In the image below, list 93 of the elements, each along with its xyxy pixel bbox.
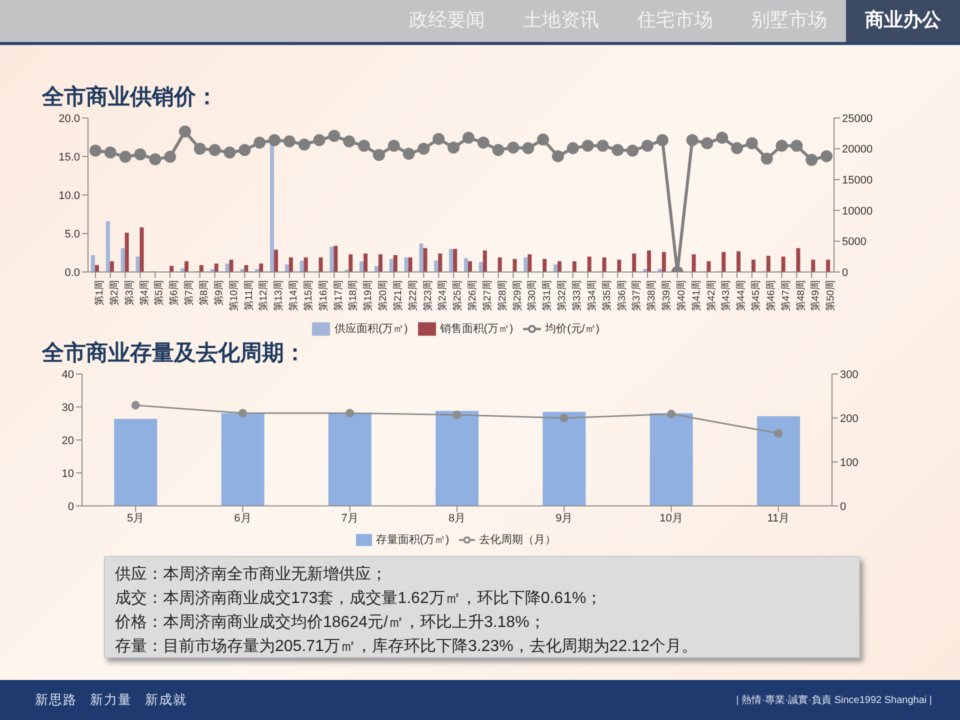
x-tick-label: 第22周	[406, 280, 419, 312]
x-tick-label: 第26周	[466, 280, 479, 312]
x-tick-label: 第21周	[392, 280, 404, 312]
y2-tick-label: 5000	[842, 236, 866, 248]
x-tick-label: 第29周	[511, 280, 524, 312]
x-tick-label: 第12周	[258, 280, 270, 312]
x-tick-label: 第28周	[496, 280, 508, 312]
x-tick-label: 第43周	[720, 280, 732, 312]
x-tick-label: 第2周	[108, 280, 120, 306]
x-tick-label: 第27周	[481, 280, 494, 312]
x-tick-label: 第47周	[780, 280, 792, 312]
x-tick-label: 第16周	[317, 280, 330, 312]
x-tick-label: 第37周	[630, 280, 643, 312]
y-tick-label: 20.0	[58, 112, 80, 125]
y-tick-label: 40	[62, 368, 74, 381]
x-tick-label: 第33周	[571, 280, 583, 312]
x-tick-label: 第9周	[212, 280, 225, 306]
x-tick-label: 第1周	[94, 280, 106, 306]
x-tick-label: 11月	[767, 512, 790, 525]
x-tick-label: 10月	[660, 512, 683, 525]
legend-label: 均价(元/㎡)	[545, 322, 600, 335]
x-tick-label: 第4周	[138, 280, 150, 306]
x-tick-label: 第11周	[242, 280, 255, 310]
x-tick-label: 第15周	[302, 280, 314, 312]
y-tick-label: 10	[62, 468, 74, 480]
x-tick-label: 第44周	[735, 280, 748, 312]
text: | 熱情·專業·誠實·負責 Since1992 Shanghai |	[736, 694, 932, 707]
x-tick-label: 6月	[234, 512, 252, 525]
y2-tick-label: 25000	[842, 112, 873, 125]
legend-label: 存量面积(万㎡)	[376, 534, 450, 546]
legend-label: 去化周期（月）	[479, 534, 556, 546]
x-tick-label: 5月	[127, 512, 144, 525]
y2-tick-label: 100	[840, 456, 858, 469]
y2-tick-label: 0	[842, 266, 848, 279]
y2-tick-label: 0	[840, 500, 846, 513]
x-tick-label: 第30周	[526, 280, 538, 312]
chart-title: 全市商业供销价：	[40, 83, 219, 111]
chart-title: 全市商业存量及去化周期：	[40, 339, 307, 367]
y2-tick-label: 15000	[842, 174, 873, 187]
x-tick-label: 第36周	[616, 280, 628, 312]
x-tick-label: 第19周	[362, 280, 374, 312]
x-tick-label: 第38周	[646, 280, 658, 312]
text: 供应：本周济南全市商业无新增供应；	[115, 564, 388, 585]
y2-tick-label: 200	[840, 412, 858, 425]
x-tick-label: 第18周	[347, 280, 360, 312]
x-tick-label: 第3周	[123, 280, 136, 306]
x-tick-label: 8月	[448, 512, 466, 525]
text: 成交：本周济南商业成交173套，成交量1.62万㎡，环比下降0.61%；	[115, 588, 604, 609]
text: 商业办公	[846, 0, 960, 42]
x-tick-label: 第24周	[436, 280, 449, 312]
x-tick-label: 第23周	[422, 280, 434, 312]
y-tick-label: 30	[62, 402, 74, 414]
x-tick-label: 第40周	[675, 280, 688, 312]
text: 价格：本周济南商业成交均价18624元/㎡，环比上升3.18%；	[115, 612, 546, 633]
text: 新成就	[145, 691, 187, 709]
x-tick-label: 第31周	[541, 280, 554, 312]
x-tick-label: 第17周	[332, 280, 344, 312]
x-tick-label: 第48周	[794, 280, 807, 312]
y-tick-label: 0.0	[64, 266, 80, 279]
y-tick-label: 5.0	[64, 228, 80, 240]
x-tick-label: 第8周	[198, 280, 210, 306]
x-tick-label: 第42周	[705, 280, 718, 312]
y-tick-label: 20	[62, 434, 74, 447]
text: 新力量	[90, 691, 132, 709]
x-tick-label: 第41周	[690, 280, 702, 312]
y-tick-label: 10.0	[58, 190, 80, 202]
y-tick-label: 0	[68, 500, 74, 513]
x-tick-label: 9月	[556, 512, 573, 525]
x-tick-label: 第5周	[153, 280, 166, 306]
y2-tick-label: 10000	[842, 205, 873, 218]
legend-label: 供应面积(万㎡)	[334, 322, 408, 335]
x-tick-label: 第45周	[750, 280, 762, 312]
x-tick-label: 第25周	[452, 280, 464, 312]
x-tick-label: 第39周	[660, 280, 673, 312]
x-tick-label: 第20周	[377, 280, 390, 312]
x-tick-label: 第46周	[764, 280, 777, 312]
legend-label: 销售面积(万㎡)	[440, 322, 514, 335]
y2-tick-label: 20000	[842, 144, 873, 156]
x-tick-label: 7月	[341, 512, 358, 525]
x-tick-label: 第50周	[824, 280, 837, 312]
x-tick-label: 第49周	[810, 280, 822, 312]
x-tick-label: 第35周	[600, 280, 613, 312]
x-tick-label: 第32周	[556, 280, 568, 312]
x-tick-label: 第10周	[228, 280, 240, 312]
x-tick-label: 第34周	[586, 280, 598, 312]
y2-tick-label: 300	[840, 368, 858, 381]
text: 存量：目前市场存量为205.71万㎡，库存环比下降3.23%，去化周期为22.12个月。	[115, 636, 698, 657]
x-tick-label: 第13周	[272, 280, 285, 312]
x-tick-label: 第14周	[288, 280, 300, 312]
x-tick-label: 第7周	[183, 280, 196, 306]
y-tick-label: 15.0	[58, 151, 80, 164]
x-tick-label: 第6周	[168, 280, 180, 306]
text: 新思路	[35, 691, 77, 709]
